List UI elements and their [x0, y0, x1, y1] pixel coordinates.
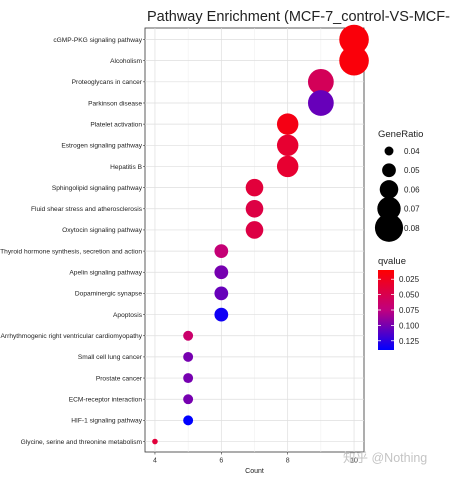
data-point: [183, 415, 194, 426]
pathway-label: Parkinson disease: [88, 100, 142, 107]
data-points: [152, 24, 369, 445]
data-point: [214, 307, 229, 322]
qvalue-key-label: 0.125: [399, 337, 420, 346]
data-point: [245, 221, 264, 239]
data-point: [183, 351, 194, 362]
pathway-label: Sphingolipid signaling pathway: [52, 185, 143, 192]
qvalue-legend-title: qvalue: [378, 256, 406, 267]
pathway-label: HIF-1 signaling pathway: [71, 418, 142, 425]
gene-ratio-key-label: 0.04: [404, 147, 420, 156]
pathway-label: Small cell lung cancer: [78, 354, 143, 361]
data-point: [214, 244, 229, 258]
pathway-label: Platelet activation: [90, 121, 142, 128]
data-point: [152, 438, 158, 445]
data-point: [214, 265, 229, 280]
pathway-label: Prostate cancer: [96, 375, 143, 382]
qvalue-key-label: 0.075: [399, 306, 420, 315]
pathway-label: Fluid shear stress and atherosclerosis: [31, 206, 143, 213]
qvalue-key-label: 0.100: [399, 321, 420, 330]
data-point: [276, 155, 299, 178]
gene-ratio-key-dot: [382, 163, 396, 178]
data-point: [183, 394, 194, 405]
x-axis-title: Count: [245, 468, 264, 475]
qvalue-colorbar: [378, 270, 394, 350]
gene-ratio-key-dot: [379, 180, 399, 199]
data-point: [214, 286, 229, 301]
pathway-label: Proteoglycans in cancer: [72, 79, 143, 86]
pathway-label: Apoptosis: [113, 312, 143, 319]
x-axis-ticks: 4 6 8 10: [153, 452, 358, 465]
data-point: [276, 134, 299, 157]
gene-ratio-legend: GeneRatio 0.04 0.05 0.06 0.07 0.08: [374, 129, 423, 242]
qvalue-legend: qvalue 0.025 0.050 0.075 0.100 0.125: [378, 256, 420, 350]
pathway-label: Arrhythmogenic right ventricular cardiom…: [1, 333, 143, 340]
pathway-label: Estrogen signaling pathway: [61, 143, 142, 150]
x-tick-label: 8: [286, 458, 290, 465]
pathway-label: Glycine, serine and threonine metabolism: [21, 439, 143, 446]
data-point: [339, 45, 369, 76]
pathway-label: cGMP-PKG signaling pathway: [53, 37, 142, 44]
pathway-label: ECM-receptor interaction: [69, 397, 143, 404]
data-point: [307, 90, 334, 116]
gene-ratio-key-label: 0.05: [404, 166, 420, 175]
gene-ratio-legend-title: GeneRatio: [378, 129, 423, 140]
data-point: [183, 373, 194, 384]
gene-ratio-key-label: 0.07: [404, 205, 420, 214]
data-point: [245, 178, 264, 197]
x-tick-label: 4: [153, 458, 157, 465]
qvalue-key-label: 0.025: [399, 275, 420, 284]
data-point: [307, 68, 334, 95]
pathway-labels: cGMP-PKG signaling pathway Alcoholism Prot…: [0, 37, 145, 446]
pathway-label: Oxytocin signaling pathway: [62, 227, 143, 234]
pathway-label: Alcoholism: [110, 58, 142, 65]
pathway-label: Hepatitis B: [110, 164, 142, 171]
data-point: [245, 199, 264, 218]
pathway-label: Dopaminergic synapse: [75, 291, 142, 298]
data-point: [339, 24, 369, 55]
pathway-label: Thyroid hormone synthesis, secretion and…: [0, 248, 142, 255]
x-tick-label: 6: [219, 458, 223, 465]
watermark-text: 知乎 @Nothing: [343, 451, 427, 465]
pathway-label: Apelin signaling pathway: [69, 270, 142, 277]
gene-ratio-key-dot: [377, 196, 401, 221]
grid-lines: [145, 28, 364, 452]
data-point: [183, 330, 194, 341]
gene-ratio-key-label: 0.06: [404, 185, 420, 194]
data-point: [276, 113, 299, 135]
gene-ratio-key-dot: [374, 213, 404, 242]
x-tick-label: 10: [350, 458, 358, 465]
chart-title: Pathway Enrichment (MCF-7_control-VS-MCF…: [147, 9, 450, 25]
gene-ratio-key-dot: [384, 146, 394, 156]
qvalue-key-label: 0.050: [399, 291, 420, 300]
gene-ratio-key-label: 0.08: [404, 224, 420, 233]
